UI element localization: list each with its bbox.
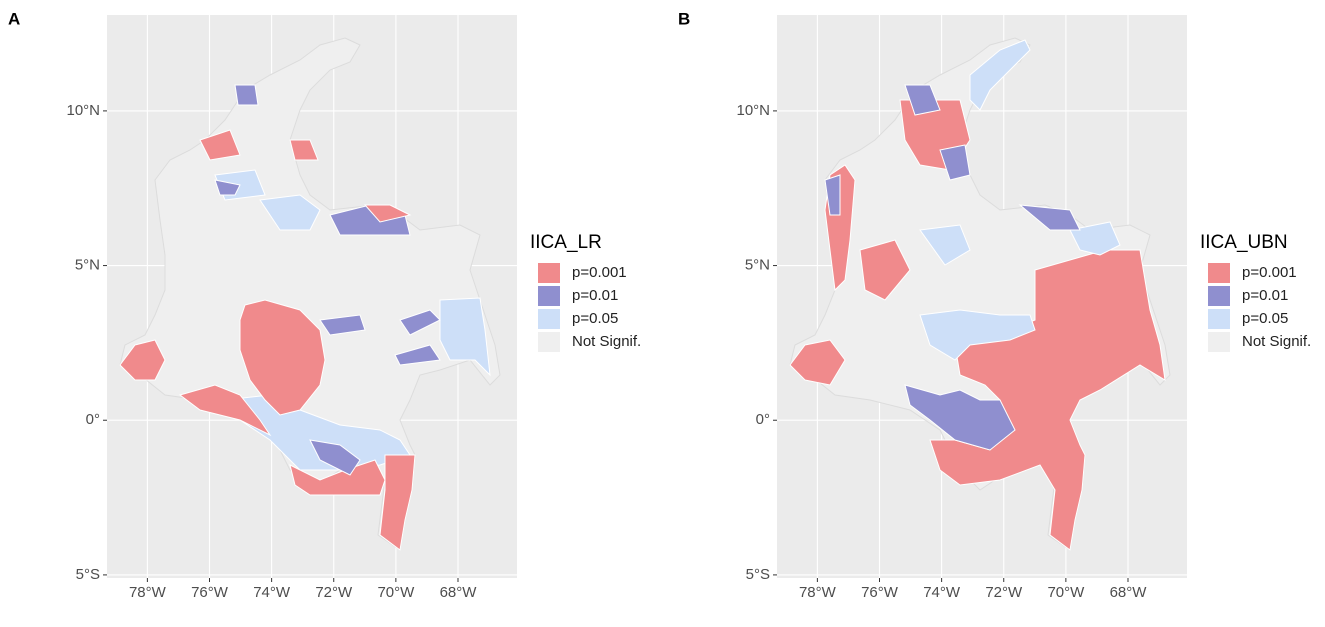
region bbox=[939, 144, 971, 181]
legend-label: Not Signif. bbox=[1242, 333, 1311, 350]
region bbox=[239, 299, 326, 416]
region bbox=[904, 84, 941, 116]
y-tick-label: 0° bbox=[756, 411, 770, 428]
region bbox=[919, 224, 971, 266]
map bbox=[119, 37, 501, 551]
region bbox=[379, 454, 416, 551]
x-tick-label: 70°W bbox=[377, 584, 415, 601]
y-tick-label: 10°N bbox=[66, 102, 100, 119]
legend-label: p=0.001 bbox=[1242, 264, 1297, 281]
region bbox=[214, 179, 241, 196]
region bbox=[439, 297, 491, 377]
region bbox=[119, 339, 166, 381]
legend-label: p=0.001 bbox=[572, 264, 627, 281]
region bbox=[904, 384, 1016, 451]
x-tick-label: 68°W bbox=[440, 584, 478, 601]
x-tick-label: 72°W bbox=[315, 584, 353, 601]
region bbox=[289, 139, 319, 161]
legend-key bbox=[1208, 263, 1230, 283]
y-tick-label: 0° bbox=[86, 411, 100, 428]
region bbox=[859, 239, 911, 301]
x-tick-label: 76°W bbox=[861, 584, 899, 601]
legend-key bbox=[538, 263, 560, 283]
legend-label: p=0.05 bbox=[1242, 310, 1288, 327]
region bbox=[969, 39, 1031, 111]
region bbox=[824, 174, 841, 216]
x-tick-label: 76°W bbox=[191, 584, 229, 601]
region bbox=[929, 249, 1166, 551]
legend-label: p=0.01 bbox=[1242, 287, 1288, 304]
y-tick-label: 5°N bbox=[745, 257, 770, 274]
x-tick-label: 78°W bbox=[799, 584, 837, 601]
region bbox=[394, 344, 441, 366]
region bbox=[259, 194, 321, 231]
y-tick-label: 5°N bbox=[75, 257, 100, 274]
region bbox=[199, 129, 241, 161]
y-tick-label: 10°N bbox=[736, 102, 770, 119]
region bbox=[1018, 204, 1081, 231]
legend-label: p=0.01 bbox=[572, 287, 618, 304]
region bbox=[289, 459, 386, 496]
legend-title: IICA_LR bbox=[530, 232, 602, 253]
y-tick-label: 5°S bbox=[76, 566, 100, 583]
region bbox=[363, 204, 412, 223]
legend-label: Not Signif. bbox=[572, 333, 641, 350]
legend-key bbox=[1208, 309, 1230, 329]
x-tick-label: 70°W bbox=[1047, 584, 1085, 601]
x-tick-label: 72°W bbox=[985, 584, 1023, 601]
legend-title: IICA_UBN bbox=[1200, 232, 1288, 253]
region bbox=[1069, 221, 1121, 256]
region bbox=[309, 439, 361, 476]
legend-key bbox=[538, 286, 560, 306]
region bbox=[178, 384, 272, 437]
legend-key bbox=[538, 332, 560, 352]
x-tick-label: 68°W bbox=[1110, 584, 1148, 601]
legend-label: p=0.05 bbox=[572, 310, 618, 327]
region bbox=[789, 339, 846, 386]
legend-key bbox=[538, 309, 560, 329]
region bbox=[234, 84, 259, 106]
map bbox=[789, 37, 1171, 551]
x-tick-label: 74°W bbox=[253, 584, 291, 601]
region bbox=[319, 314, 366, 336]
legend-key bbox=[1208, 332, 1230, 352]
x-tick-label: 74°W bbox=[923, 584, 961, 601]
x-tick-label: 78°W bbox=[129, 584, 167, 601]
panel-label: B bbox=[678, 9, 690, 28]
region bbox=[399, 309, 441, 336]
legend-key bbox=[1208, 286, 1230, 306]
panel-label: A bbox=[8, 9, 20, 28]
region bbox=[919, 309, 1036, 361]
y-tick-label: 5°S bbox=[746, 566, 770, 583]
